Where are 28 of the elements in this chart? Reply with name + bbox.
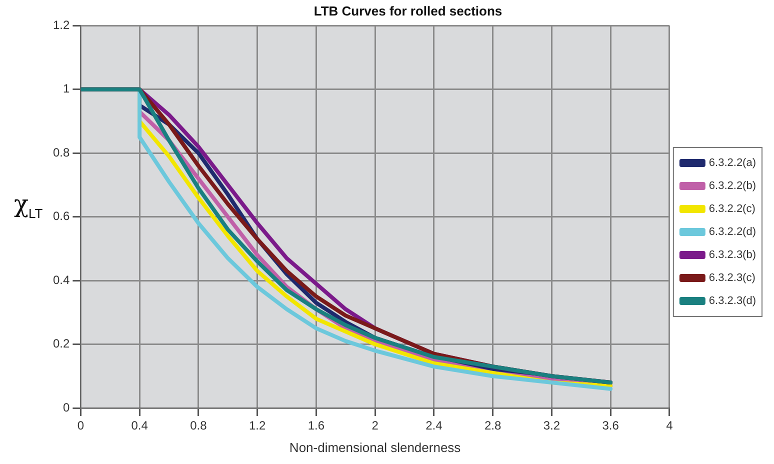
legend-label: 6.3.2.2(b) <box>708 180 756 192</box>
x-tick-label: 1.6 <box>308 418 325 433</box>
y-tick-label: 0.2 <box>52 336 70 351</box>
y-tick-label: 0.8 <box>52 145 70 160</box>
x-tick-label: 3.2 <box>543 418 560 433</box>
x-tick-label: 2.4 <box>426 418 443 433</box>
y-tick-label: 0 <box>62 400 70 414</box>
legend-label: 6.3.2.3(b) <box>708 249 756 262</box>
x-tick-label: 0.4 <box>131 418 148 433</box>
x-axis-title: Non-dimensional slenderness <box>289 440 462 455</box>
legend-label: 6.3.2.2(a) <box>708 157 756 170</box>
legend-label: 6.3.2.2(d) <box>708 226 756 238</box>
y-axis-title: χ$_{LT}$ <box>14 190 43 221</box>
x-tick-label: 0 <box>77 418 84 433</box>
y-tick-label: 0.6 <box>52 209 70 224</box>
x-tick-label: 2 <box>372 418 379 433</box>
x-tick-label: 4 <box>666 418 674 433</box>
x-tick-label: 1.2 <box>248 418 266 433</box>
y-tick-label: 1 <box>62 82 70 96</box>
y-tick-label: 0.4 <box>52 272 70 287</box>
y-tick-label: 1.2 <box>52 18 70 32</box>
x-tick-label: 2.8 <box>484 418 502 433</box>
x-tick-label: 0.8 <box>190 418 208 433</box>
legend-label: 6.3.2.3(d) <box>708 295 756 308</box>
legend-label: 6.3.2.2(c) <box>708 203 756 216</box>
legend-label: 6.3.2.3(c) <box>708 272 756 284</box>
x-tick-label: 3.6 <box>602 418 620 433</box>
chart-title: LTB Curves for rolled sections <box>314 3 502 18</box>
